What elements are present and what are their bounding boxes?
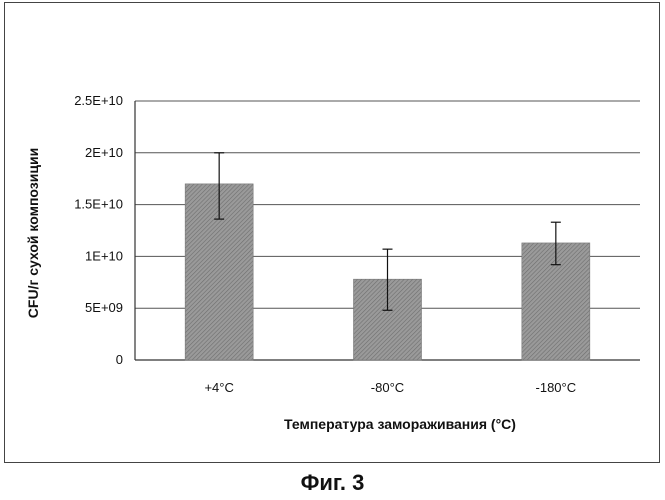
error-bars: [214, 153, 561, 310]
x-tick-labels: +4°C -80°C -180°C: [204, 380, 576, 395]
y-tick-label: 1.5E+10: [74, 197, 123, 212]
bar-chart: 0 5E+09 1E+10 1.5E+10 2E+10 2.5E+10 +4°C -80°C…: [0, 0, 665, 465]
y-tick-label: 0: [116, 352, 123, 367]
y-tick-label: 2.5E+10: [74, 93, 123, 108]
y-tick-label: 1E+10: [85, 248, 123, 263]
x-tick-label: -80°C: [371, 380, 404, 395]
y-axis-title: CFU/г сухой композиции: [25, 148, 41, 318]
y-tick-label: 5E+09: [85, 300, 123, 315]
figure-caption: Фиг. 3: [0, 470, 665, 496]
x-axis-title: Температура замораживания (°C): [284, 416, 516, 432]
x-tick-label: -180°C: [536, 380, 577, 395]
y-tick-labels: 0 5E+09 1E+10 1.5E+10 2E+10 2.5E+10: [74, 93, 123, 367]
y-tick-label: 2E+10: [85, 145, 123, 160]
x-tick-label: +4°C: [204, 380, 233, 395]
